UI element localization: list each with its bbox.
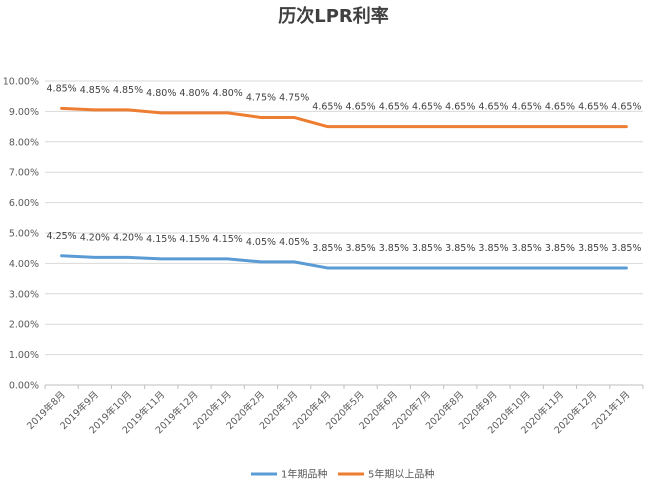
data-label: 4.15%: [213, 234, 243, 245]
y-tick-label: 2.00%: [9, 320, 39, 331]
series-line-2: [60, 106, 628, 129]
data-label: 3.85%: [578, 243, 608, 254]
data-label: 4.20%: [80, 232, 110, 243]
data-label: 4.85%: [47, 83, 77, 94]
data-label: 4.75%: [246, 92, 276, 103]
data-label: 4.65%: [379, 102, 409, 113]
data-label: 4.80%: [213, 88, 243, 99]
series-lines: [60, 106, 628, 270]
legend-label: 1年期品种: [281, 468, 327, 481]
data-label: 4.85%: [80, 85, 110, 96]
data-label: 4.05%: [279, 237, 309, 248]
y-tick-label: 4.00%: [9, 259, 39, 270]
data-label: 3.85%: [445, 243, 475, 254]
gridlines: [44, 80, 644, 389]
y-tick-label: 3.00%: [9, 289, 39, 300]
legend-label: 5年期以上品种: [368, 468, 434, 481]
data-label: 3.85%: [545, 243, 575, 254]
y-tick-label: 5.00%: [9, 229, 39, 240]
data-label: 4.65%: [412, 102, 442, 113]
data-label: 3.85%: [412, 243, 442, 254]
data-label: 4.15%: [146, 234, 176, 245]
series-line-1: [60, 254, 628, 270]
y-tick-label: 8.00%: [9, 137, 39, 148]
data-label: 4.65%: [545, 102, 575, 113]
data-label: 4.85%: [113, 85, 143, 96]
data-label: 4.65%: [611, 102, 641, 113]
data-label: 4.65%: [445, 102, 475, 113]
data-label: 4.05%: [246, 237, 276, 248]
data-labels: 4.25% 4.20% 4.20% 4.15% 4.15% 4.15% 4.05% 4.05%…: [47, 83, 642, 254]
data-label: 4.65%: [346, 102, 376, 113]
y-tick-label: 6.00%: [9, 198, 39, 209]
legend: 1年期品种 5年期以上品种: [251, 468, 434, 481]
data-label: 4.15%: [179, 234, 209, 245]
chart-title: 历次LPR利率: [278, 5, 389, 27]
data-label: 4.65%: [512, 102, 542, 113]
y-tick-label: 7.00%: [9, 168, 39, 179]
data-label: 4.65%: [478, 102, 508, 113]
data-label: 4.25%: [47, 231, 77, 242]
x-axis-tick-labels: 2019年8月2019年9月2019年10月2019年11月2019年12月20…: [24, 389, 632, 437]
data-label: 4.80%: [179, 88, 209, 99]
data-label: 3.85%: [346, 243, 376, 254]
y-tick-label: 1.00%: [9, 350, 39, 361]
data-label: 4.65%: [312, 102, 342, 113]
y-axis-tick-labels: 0.00% 1.00% 2.00% 3.00% 4.00% 5.00% 6.00% 7.00%…: [3, 77, 39, 392]
data-label: 3.85%: [379, 243, 409, 254]
data-label: 4.65%: [578, 102, 608, 113]
data-label: 3.85%: [478, 243, 508, 254]
y-tick-label: 10.00%: [3, 77, 39, 88]
data-label: 3.85%: [512, 243, 542, 254]
data-label: 4.80%: [146, 88, 176, 99]
y-tick-label: 0.00%: [9, 381, 39, 392]
y-tick-label: 9.00%: [9, 107, 39, 118]
data-label: 4.75%: [279, 92, 309, 103]
data-label: 3.85%: [312, 243, 342, 254]
data-label: 4.20%: [113, 232, 143, 243]
data-label: 3.85%: [611, 243, 641, 254]
